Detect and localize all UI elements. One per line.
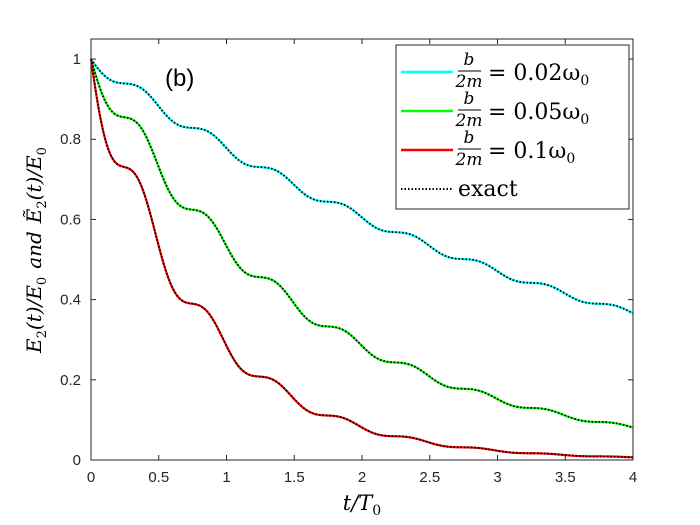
legend-value-1: = 0.05ω0: [488, 100, 589, 128]
series-layer: [89, 58, 634, 459]
y-label-connector: and: [22, 231, 46, 269]
y-axis-ticks: 0 0.2 0.4 0.6 0.8 1: [60, 51, 633, 469]
y-label-rhs-sub: 2: [35, 200, 50, 208]
exact-line-0: [90, 58, 634, 315]
x-tick-label: 1.5: [284, 469, 305, 486]
y-label-lhs-sub: 2: [35, 330, 50, 338]
legend-frac-den-1: 2m: [455, 111, 483, 131]
legend-frac-den-2: 2m: [455, 150, 483, 170]
y-axis-label: E2(t)/E0andẼ2(t)/E0: [22, 147, 50, 354]
legend: b 2m = 0.02ω0 b 2m = 0.05ω0 b 2m = 0.1ω0…: [395, 44, 630, 210]
x-tick-label: 3: [493, 469, 501, 486]
y-tick-label: 0.4: [60, 292, 81, 309]
x-label-base: t/T: [343, 491, 375, 515]
x-label-sub: 0: [372, 503, 381, 519]
x-tick-label: 2: [358, 469, 366, 486]
legend-entry-1: b 2m = 0.05ω0: [401, 89, 589, 131]
series-line-1: [89, 58, 634, 429]
x-tick-label: 2.5: [419, 469, 440, 486]
legend-frac-num-0: b: [464, 50, 475, 70]
legend-value-2: = 0.1ω0: [488, 139, 575, 167]
y-label-rhs-arg-sub: 0: [35, 147, 50, 155]
y-label-rhs: Ẽ: [22, 208, 46, 224]
y-tick-label: 0.2: [60, 372, 81, 389]
x-tick-label: 0.5: [148, 469, 169, 486]
y-tick-label: 0: [73, 452, 81, 469]
x-tick-label: 0: [87, 469, 95, 486]
x-tick-label: 1: [222, 469, 230, 486]
y-label-rhs-arg: (t)/E: [22, 155, 46, 200]
legend-frac-num-2: b: [464, 128, 475, 148]
exact-line-2: [90, 58, 634, 459]
x-axis-ticks: 0 0.5 1 1.5 2 2.5 3 3.5 4: [87, 39, 637, 486]
legend-entry-2: b 2m = 0.1ω0: [401, 128, 575, 170]
x-tick-label: 3.5: [555, 469, 576, 486]
legend-entry-exact: exact: [401, 177, 518, 202]
y-label-lhs-arg-sub: 0: [35, 277, 50, 285]
y-tick-label: 1: [73, 51, 81, 68]
legend-entry-0: b 2m = 0.02ω0: [401, 50, 589, 92]
y-label-lhs: E: [22, 338, 46, 354]
legend-frac-den-0: 2m: [455, 72, 483, 92]
y-label-lhs-arg: (t)/E: [22, 285, 46, 330]
legend-value-0: = 0.02ω0: [488, 61, 589, 89]
panel-label: (b): [165, 65, 194, 92]
y-tick-label: 0.8: [60, 131, 81, 148]
x-tick-label: 4: [629, 469, 637, 486]
x-axis-label: t/T0: [343, 491, 381, 519]
legend-frac-num-1: b: [464, 89, 475, 109]
legend-label-exact: exact: [458, 177, 518, 202]
y-tick-label: 0.6: [60, 211, 81, 228]
